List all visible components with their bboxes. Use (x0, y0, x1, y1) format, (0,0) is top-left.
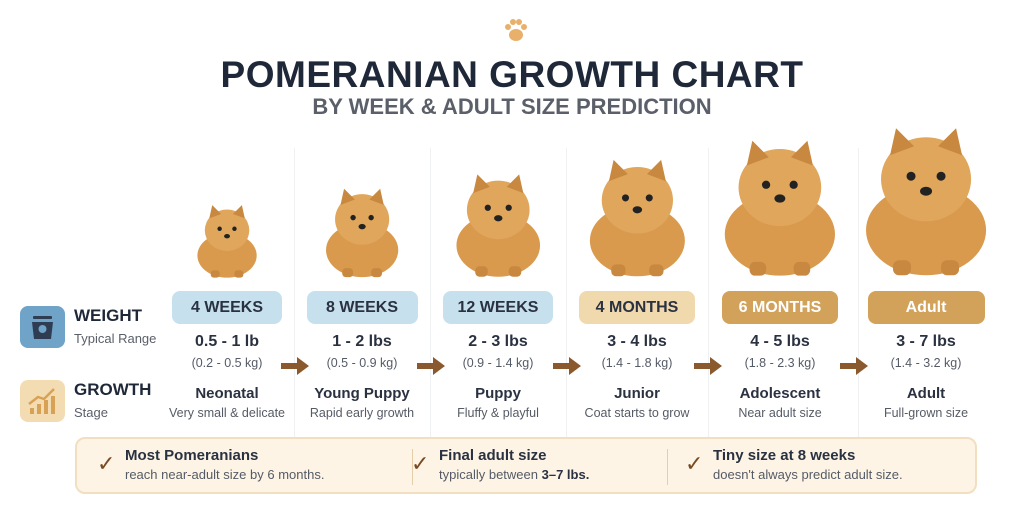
arrow-right-icon (840, 357, 868, 375)
age-badge: 4 WEEKS (172, 291, 282, 324)
pomeranian-photo (325, 188, 399, 278)
stage-description: Rapid early growth (309, 406, 415, 420)
age-badge: Adult (867, 291, 985, 324)
stage-name: Adult (906, 385, 946, 402)
note-body: reach near-adult size by 6 months. (125, 467, 325, 482)
weight-kg: (1.4 - 3.2 kg) (890, 356, 962, 370)
column-divider (708, 148, 709, 438)
check-icon: ✓ (97, 451, 116, 476)
stage-description: Very small & delicate (168, 406, 286, 420)
stage-name: Adolescent (739, 385, 821, 402)
notes-panel: ✓ Most Pomeranians reach near-adult size… (75, 437, 977, 494)
stage-description: Full-grown size (883, 406, 969, 420)
growth-row-sub: Stage (74, 405, 108, 420)
note-title: Most Pomeranians (125, 447, 259, 464)
column-divider (430, 148, 431, 438)
weight-lbs: 4 - 5 lbs (750, 333, 810, 350)
age-badge: 8 WEEKS (306, 291, 418, 324)
pomeranian-photo (724, 140, 836, 276)
page-subtitle: BY WEEK & ADULT SIZE PREDICTION (312, 94, 712, 119)
check-icon: ✓ (411, 451, 430, 476)
pomeranian-photo (197, 205, 257, 278)
weight-lbs: 1 - 2 lbs (332, 333, 392, 350)
pomeranian-photo (865, 128, 987, 276)
arrow-right-icon (417, 357, 445, 375)
weight-kg: (0.5 - 0.9 kg) (326, 356, 398, 370)
weight-row-sub: Typical Range (74, 331, 157, 346)
column-divider (294, 148, 295, 438)
note-title: Final adult size (439, 447, 547, 464)
pomeranian-photo (456, 174, 540, 277)
stage-name: Junior (614, 385, 660, 402)
weight-lbs: 3 - 4 lbs (607, 333, 667, 350)
arrow-right-icon (281, 357, 309, 375)
stage-name: Young Puppy (314, 385, 410, 402)
stage-description: Coat starts to grow (584, 406, 690, 420)
arrow-right-icon (553, 357, 581, 375)
divider (667, 449, 668, 485)
pomeranian-photo (589, 159, 685, 277)
age-badge: 6 MONTHS (722, 291, 838, 324)
stage-name: Puppy (475, 385, 521, 402)
column-divider (858, 148, 859, 438)
stage-name: Neonatal (195, 385, 259, 402)
age-badge: 12 WEEKS (443, 291, 553, 324)
age-badge: 4 MONTHS (579, 291, 695, 324)
note-title: Tiny size at 8 weeks (713, 447, 856, 464)
weight-kg: (1.8 - 2.3 kg) (744, 356, 816, 370)
note-body: typically between 3–7 lbs. (439, 467, 589, 482)
weight-kg: (1.4 - 1.8 kg) (601, 356, 673, 370)
weight-lbs: 2 - 3 lbs (468, 333, 528, 350)
divider (412, 449, 413, 485)
arrow-right-icon (694, 357, 722, 375)
page-title: POMERANIAN GROWTH CHART (220, 54, 804, 95)
stage-description: Near adult size (738, 406, 822, 420)
check-icon: ✓ (685, 451, 704, 476)
weight-lbs: 3 - 7 lbs (896, 333, 956, 350)
note-body: doesn't always predict adult size. (713, 467, 903, 482)
note-body-text: typically between (439, 467, 542, 482)
stage-description: Fluffy & playful (457, 406, 539, 420)
note-body-bold: 3–7 lbs. (541, 467, 590, 482)
column-divider (566, 148, 567, 438)
weight-kg: (0.9 - 1.4 kg) (462, 356, 534, 370)
scale-icon (20, 306, 65, 348)
weight-kg: (0.2 - 0.5 kg) (191, 356, 263, 370)
growth-row-label: GROWTH (74, 380, 152, 399)
paw-icon (505, 19, 527, 41)
growth-chart-icon (20, 380, 65, 422)
weight-row-label: WEIGHT (74, 306, 142, 325)
weight-lbs: 0.5 - 1 lb (194, 333, 260, 350)
